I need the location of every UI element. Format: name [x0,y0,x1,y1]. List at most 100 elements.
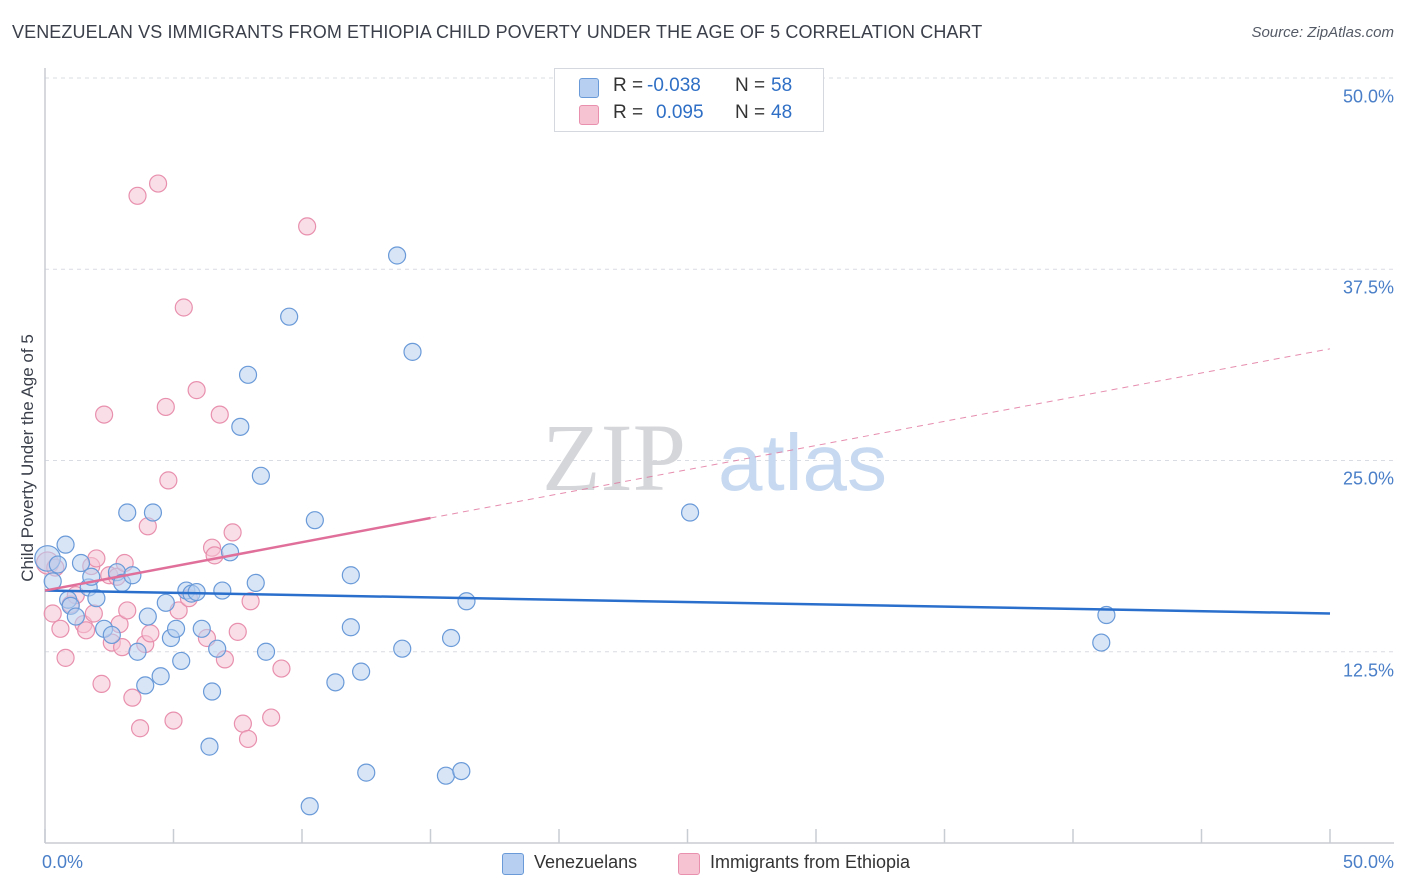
point-venezuelan [436,766,456,785]
point-venezuelan [305,511,324,530]
legend-n-value: 58 [771,75,793,96]
y-tick-label: 25.0% [1342,468,1394,489]
point-venezuelan [87,589,106,608]
y-tick-label: 50.0% [1342,86,1394,107]
point-venezuelan [202,682,222,701]
point-ethiopia [141,624,160,643]
legend-item-venezuelans: Venezuelans [502,852,662,876]
point-venezuelan [56,535,75,554]
point-ethiopia [130,719,150,738]
point-ethiopia [156,397,175,417]
point-venezuelan [172,651,191,671]
source-label: Source: ZipAtlas.com [1251,24,1394,41]
point-ethiopia [128,186,147,205]
point-venezuelan [136,676,155,695]
legend-label: Venezuelans [534,852,638,872]
point-ethiopia [238,729,258,749]
watermark: ZIP atlas [542,404,887,511]
axes [44,68,1394,844]
legend-r-label: R = [613,102,644,123]
point-venezuelan [300,797,319,816]
legend-item-ethiopia: Immigrants from Ethiopia [678,852,948,876]
x-tick-label-max: 50.0% [1342,852,1394,872]
point-venezuelan [1092,633,1111,652]
point-venezuelan [403,342,422,361]
point-ethiopia [210,405,229,424]
point-venezuelan [138,607,157,626]
point-ethiopia [118,601,137,620]
legend-swatch-blue [579,78,599,98]
chart-title: VENEZUELAN VS IMMIGRANTS FROM ETHIOPIA C… [12,22,983,42]
point-venezuelan [393,639,412,658]
point-venezuelan [387,246,407,265]
point-venezuelan [128,642,147,661]
point-venezuelan [48,555,67,574]
point-ethiopia [56,648,75,667]
point-ethiopia [77,621,96,640]
point-venezuelan [151,667,170,686]
grid-lines [45,77,1394,653]
watermark-atlas: atlas [718,418,887,507]
legend-swatch-blue [502,853,524,875]
point-venezuelan [238,365,258,384]
point-venezuelan [256,642,276,661]
point-venezuelan [246,573,265,593]
point-ethiopia [223,523,242,542]
point-venezuelan [326,673,345,692]
point-venezuelan [208,639,227,658]
point-venezuelan [118,503,137,522]
point-venezuelan [251,466,270,485]
point-ethiopia [92,674,111,693]
point-venezuelan [357,763,376,782]
point-ethiopia [174,298,193,317]
legend-row-ethiopia: R = 0.095 N = 48 [555,101,823,128]
point-ethiopia [148,174,168,193]
point-venezuelan [457,592,476,611]
y-tick-label: 37.5% [1342,277,1394,298]
watermark-zip: ZIP [542,404,686,511]
point-ethiopia [95,405,114,424]
point-ethiopia [164,711,183,730]
trend-line-solid [44,516,431,592]
point-ethiopia [43,604,62,623]
trend-line-solid [44,589,1331,615]
legend-r-value: -0.038 [647,75,701,96]
point-venezuelan [352,662,371,681]
point-ethiopia [84,604,103,623]
legend-n-label: N = [735,102,766,123]
point-ethiopia [123,688,142,707]
point-venezuelan [102,625,121,645]
point-venezuelan [220,543,240,562]
legend-n-value: 48 [771,102,793,123]
point-ethiopia [205,546,224,565]
point-ethiopia [159,471,178,490]
legend-r-label: R = [613,75,644,96]
point-venezuelan [156,593,175,612]
point-ethiopia [298,217,317,236]
point-venezuelan [200,737,219,756]
point-venezuelan [71,553,91,573]
x-tick-label-min: 0.0% [42,852,84,872]
point-ethiopia [241,592,260,611]
point-venezuelan [341,566,360,585]
legend-label: Immigrants from Ethiopia [710,852,911,872]
point-venezuelan [143,503,163,522]
point-venezuelan [231,417,250,436]
trend-lines [44,348,1331,615]
point-venezuelan [280,307,299,326]
legend-swatch-pink [579,105,599,125]
point-ethiopia [233,714,252,733]
point-venezuelan [192,619,211,638]
point-venezuelan [441,628,461,648]
point-venezuelan [66,607,85,626]
point-ethiopia [262,708,281,727]
point-venezuelan [452,761,471,781]
point-ethiopia [272,659,291,678]
correlation-legend: R = -0.038 N = 58 R = 0.095 N = 48 [554,68,824,132]
point-ethiopia [51,619,70,638]
legend-r-value: 0.095 [656,102,704,123]
point-venezuelan [166,619,186,638]
trend-line-dashed [430,348,1331,519]
legend-row-venezuelans: R = -0.038 N = 58 [555,74,823,101]
